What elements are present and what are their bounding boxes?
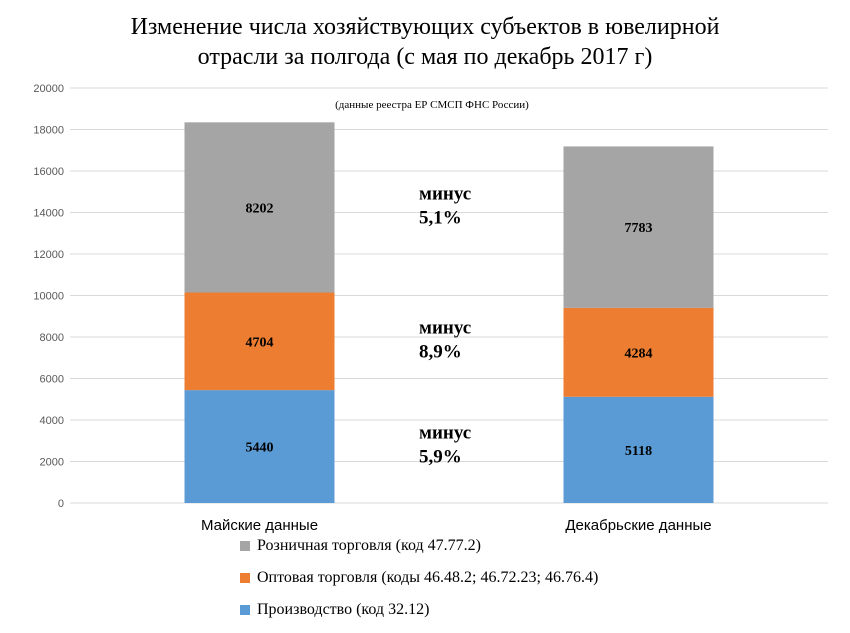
change-annotation-line: 5,1% — [419, 207, 462, 228]
bar-segment — [184, 122, 335, 293]
y-tick-label: 2000 — [40, 457, 64, 469]
legend-swatch — [240, 540, 250, 551]
chart-title-line-2: отрасли за полгода (с мая по декабрь 201… — [197, 44, 653, 70]
change-annotation-line: минус — [419, 423, 471, 444]
legend-label: Производство (код 32.12) — [257, 600, 430, 618]
y-tick-label: 0 — [58, 498, 64, 510]
legend-swatch — [240, 572, 250, 583]
chart-legend: Розничная торговля (код 47.77.2) Оптовая … — [240, 537, 598, 633]
y-tick-label: 12000 — [33, 249, 64, 261]
change-annotation-line: минус — [419, 317, 471, 338]
legend-item: Розничная торговля (код 47.77.2) — [240, 537, 598, 554]
change-annotation: минус 5,1% — [419, 183, 471, 228]
y-tick-label: 10000 — [33, 291, 64, 303]
change-annotation-line: 5,9% — [419, 447, 462, 468]
chart-title-line-1: Изменение числа хозяйствующих субъектов … — [130, 14, 720, 40]
data-label: 4704 — [246, 335, 274, 350]
data-label: 8202 — [246, 201, 274, 216]
legend-label: Розничная торговля (код 47.77.2) — [257, 536, 481, 554]
legend-label: Оптовая торговля (коды 46.48.2; 46.72.23… — [257, 568, 599, 586]
x-category-label: Декабрьские данные — [565, 517, 711, 534]
y-tick-label: 6000 — [40, 374, 64, 386]
change-annotation-line: минус — [419, 183, 471, 204]
chart-subtitle: (данные реестра ЕР СМСП ФНС России) — [335, 99, 529, 111]
data-label: 5440 — [246, 441, 274, 456]
legend-item: Производство (код 32.12) — [240, 601, 598, 618]
change-annotation: минус 8,9% — [419, 317, 471, 362]
bar-segment — [184, 390, 335, 503]
change-annotation-line: 8,9% — [419, 341, 462, 362]
bar-segment — [563, 396, 714, 503]
legend-item: Оптовая торговля (коды 46.48.2; 46.72.23… — [240, 569, 598, 586]
stacked-bar-chart: 0 2000 4000 6000 8000 10000 12000 14000 16000 180… — [33, 83, 828, 534]
data-label: 5118 — [625, 444, 652, 459]
y-tick-label: 18000 — [33, 125, 64, 137]
y-tick-label: 14000 — [33, 208, 64, 220]
y-tick-label: 16000 — [33, 166, 64, 178]
y-tick-label: 20000 — [33, 83, 64, 95]
data-label: 4284 — [625, 346, 653, 361]
legend-swatch — [240, 604, 250, 615]
y-tick-label: 8000 — [40, 332, 64, 344]
x-category-label: Майские данные — [201, 517, 318, 534]
bar-segment — [184, 292, 335, 391]
bar-segment — [563, 307, 714, 397]
bar-segment — [563, 146, 714, 308]
data-label: 7783 — [625, 221, 653, 236]
chart-title: Изменение числа хозяйствующих субъектов … — [0, 12, 850, 72]
change-annotation: минус 5,9% — [419, 423, 471, 468]
y-tick-label: 4000 — [40, 415, 64, 427]
